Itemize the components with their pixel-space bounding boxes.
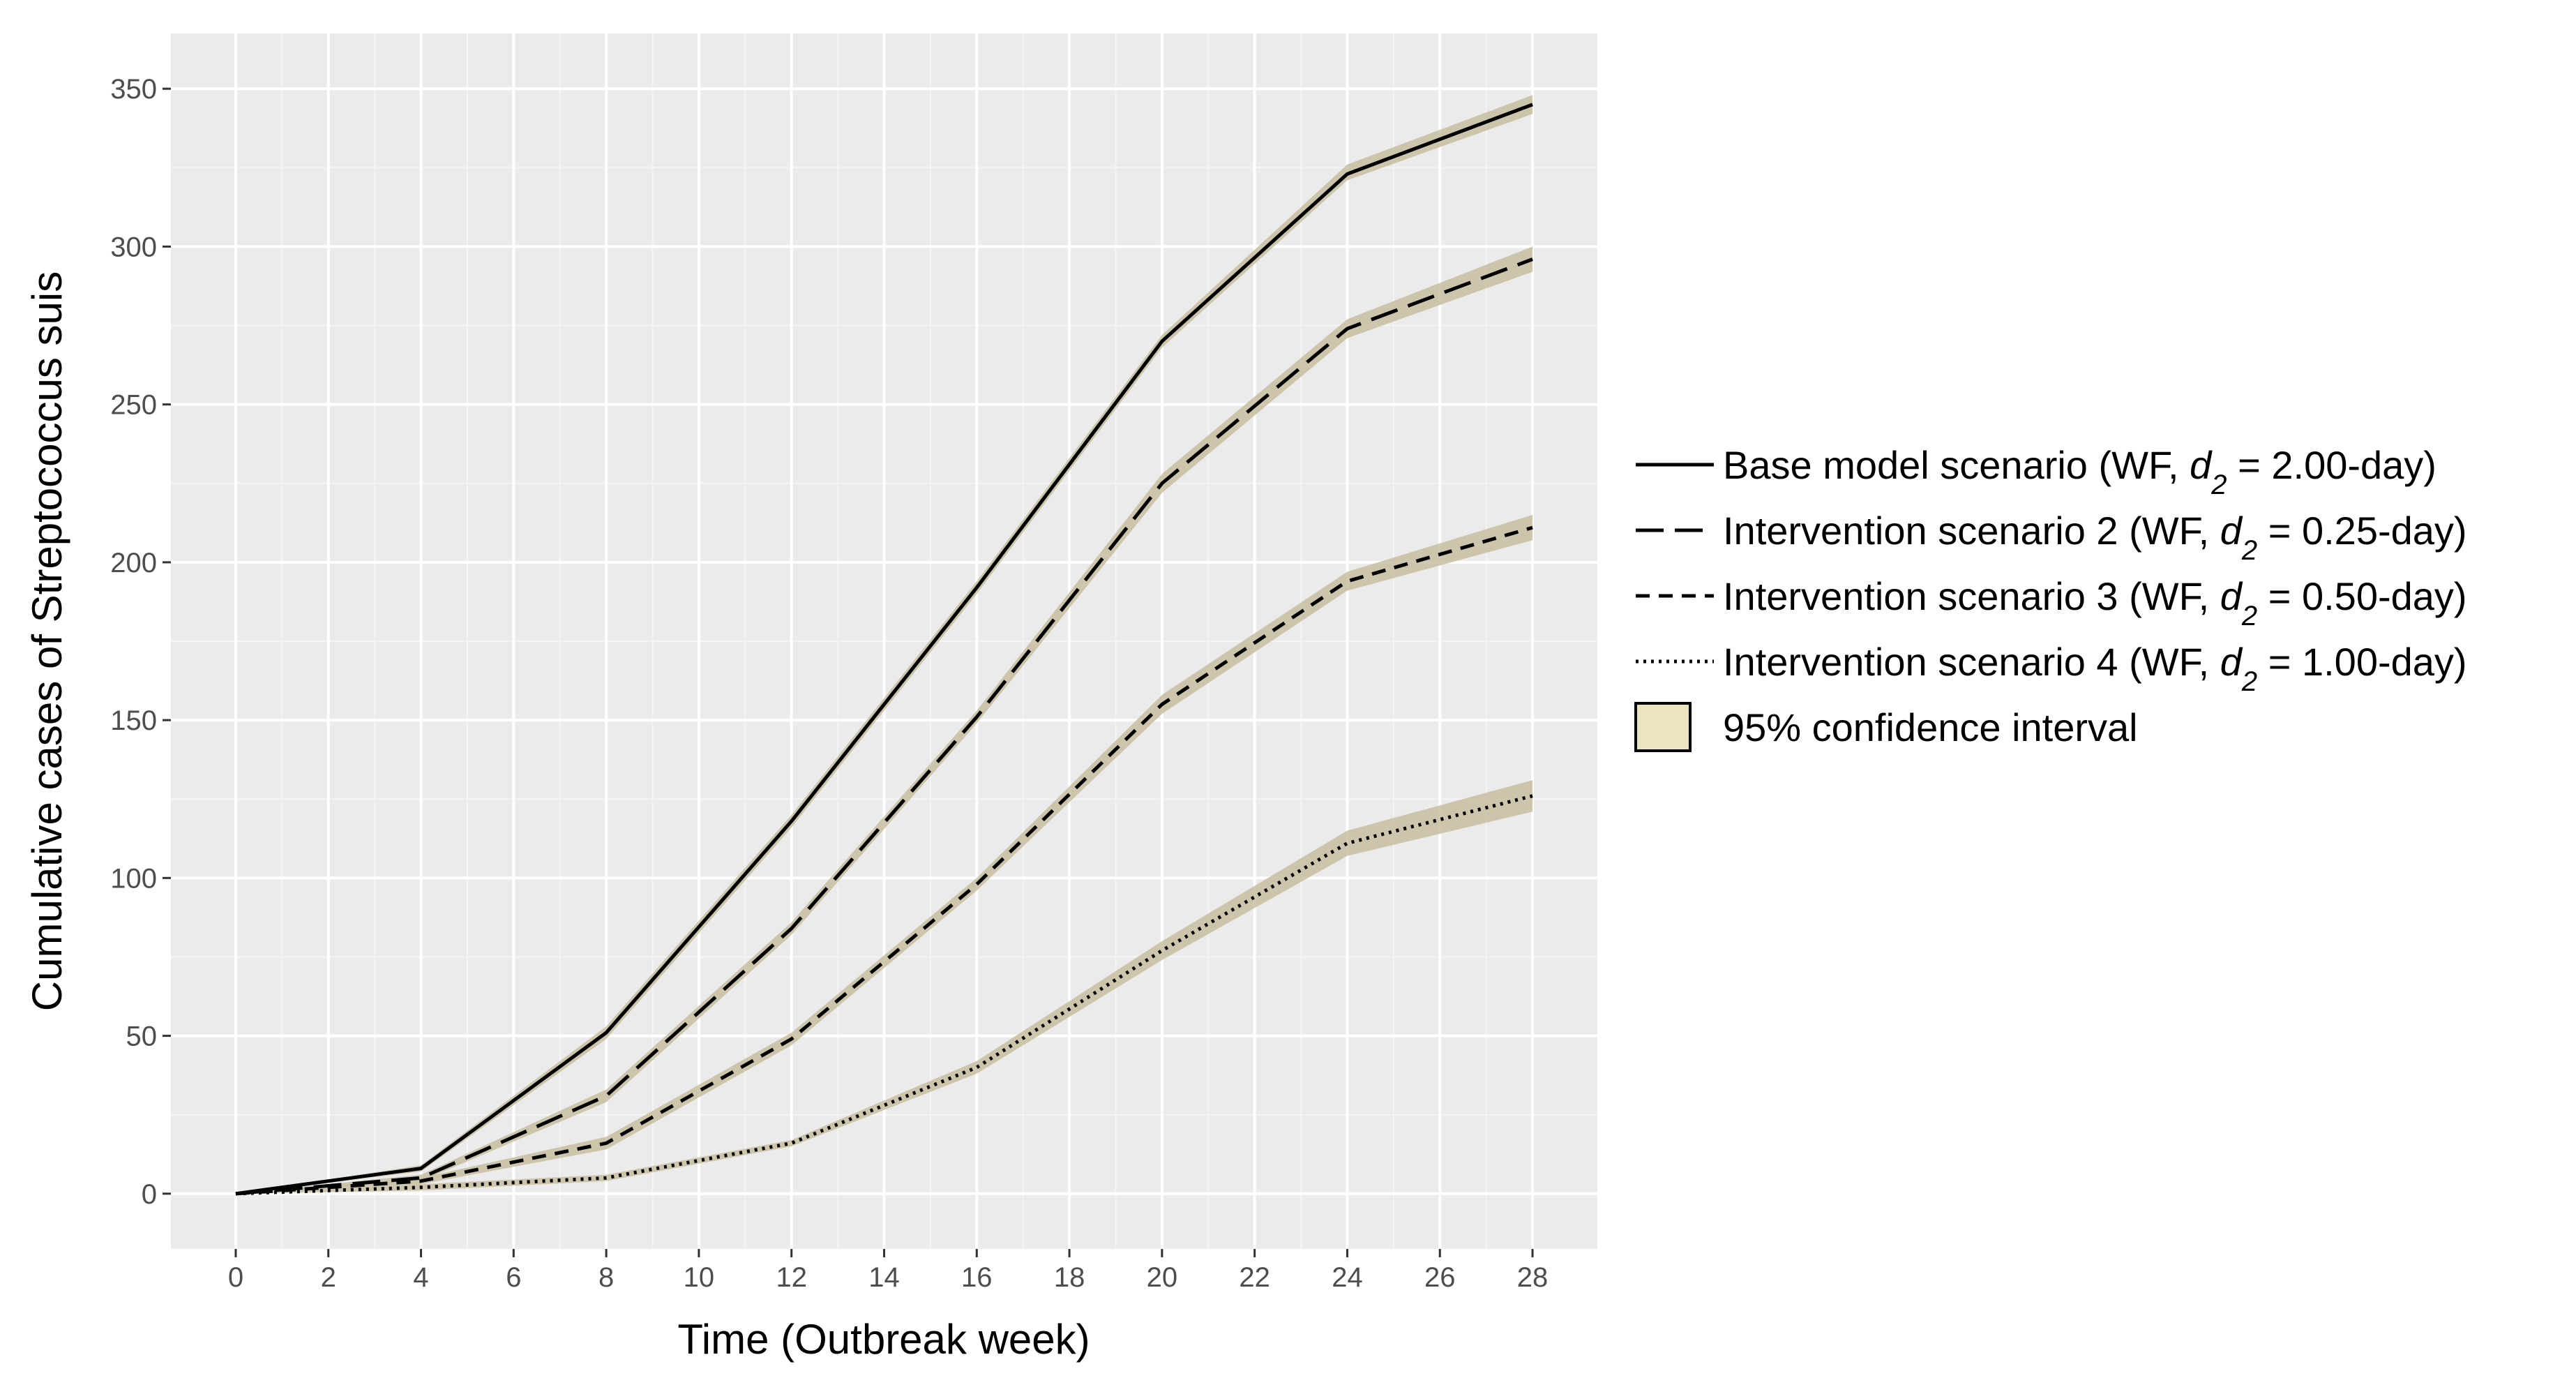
legend-label: Intervention scenario 4 (WF, d2 = 1.00-d…: [1723, 640, 2467, 697]
y-tick-label: 0: [142, 1179, 157, 1210]
x-tick-labels: 0 2 4 6 8 10 12 14 16 18 20 22 24 26 28: [228, 1262, 1548, 1293]
series-line: [235, 525, 1533, 1196]
y-axis-title: Cumulative cases of Streptococcus suis: [24, 271, 70, 1011]
y-tick-label: 200: [110, 548, 157, 578]
x-tick-label: 18: [1054, 1262, 1085, 1293]
y-tick-label: 150: [110, 705, 157, 736]
series-lines: [235, 103, 1533, 1196]
x-tick-label: 12: [776, 1262, 807, 1293]
x-tick-label: 10: [684, 1262, 715, 1293]
x-tick-label: 22: [1239, 1262, 1270, 1293]
ci-ribbon: [235, 780, 1533, 1194]
y-tick-labels: 0 50 100 150 200 250 300 350: [110, 74, 157, 1210]
x-tick-label: 20: [1147, 1262, 1178, 1293]
y-tick-label: 350: [110, 74, 157, 105]
legend-label: Intervention scenario 3 (WF, d2 = 0.50-d…: [1723, 574, 2467, 631]
x-tick-label: 6: [506, 1262, 521, 1293]
x-tick-label: 28: [1517, 1262, 1549, 1293]
grid-major: [171, 33, 1597, 1249]
legend-label: Base model scenario (WF, d2 = 2.00-day): [1723, 443, 2436, 500]
x-tick-label: 0: [228, 1262, 243, 1293]
x-tick-label: 8: [598, 1262, 614, 1293]
y-tick-label: 300: [110, 232, 157, 262]
legend: Base model scenario (WF, d2 = 2.00-day) I…: [1634, 443, 2467, 752]
legend-label: Intervention scenario 2 (WF, d2 = 0.25-d…: [1723, 509, 2467, 566]
x-tick-label: 16: [961, 1262, 993, 1293]
series-line: [235, 103, 1533, 1196]
series-line: [235, 257, 1533, 1196]
y-tick-label: 50: [126, 1021, 158, 1052]
legend-key-ci: [1634, 702, 1692, 752]
series-line: [235, 794, 1533, 1196]
x-tick-label: 14: [868, 1262, 900, 1293]
y-tick-label: 250: [110, 390, 157, 421]
y-tick-label: 100: [110, 863, 157, 894]
x-tick-label: 4: [413, 1262, 428, 1293]
x-tick-label: 2: [321, 1262, 336, 1293]
x-tick-label: 26: [1424, 1262, 1456, 1293]
x-axis-title: Time (Outbreak week): [677, 1316, 1090, 1363]
axis-ticks: [163, 87, 1534, 1257]
confidence-ribbons: [235, 95, 1533, 1194]
legend-label-ci: 95% confidence interval: [1723, 705, 2138, 749]
x-tick-label: 24: [1332, 1262, 1363, 1293]
